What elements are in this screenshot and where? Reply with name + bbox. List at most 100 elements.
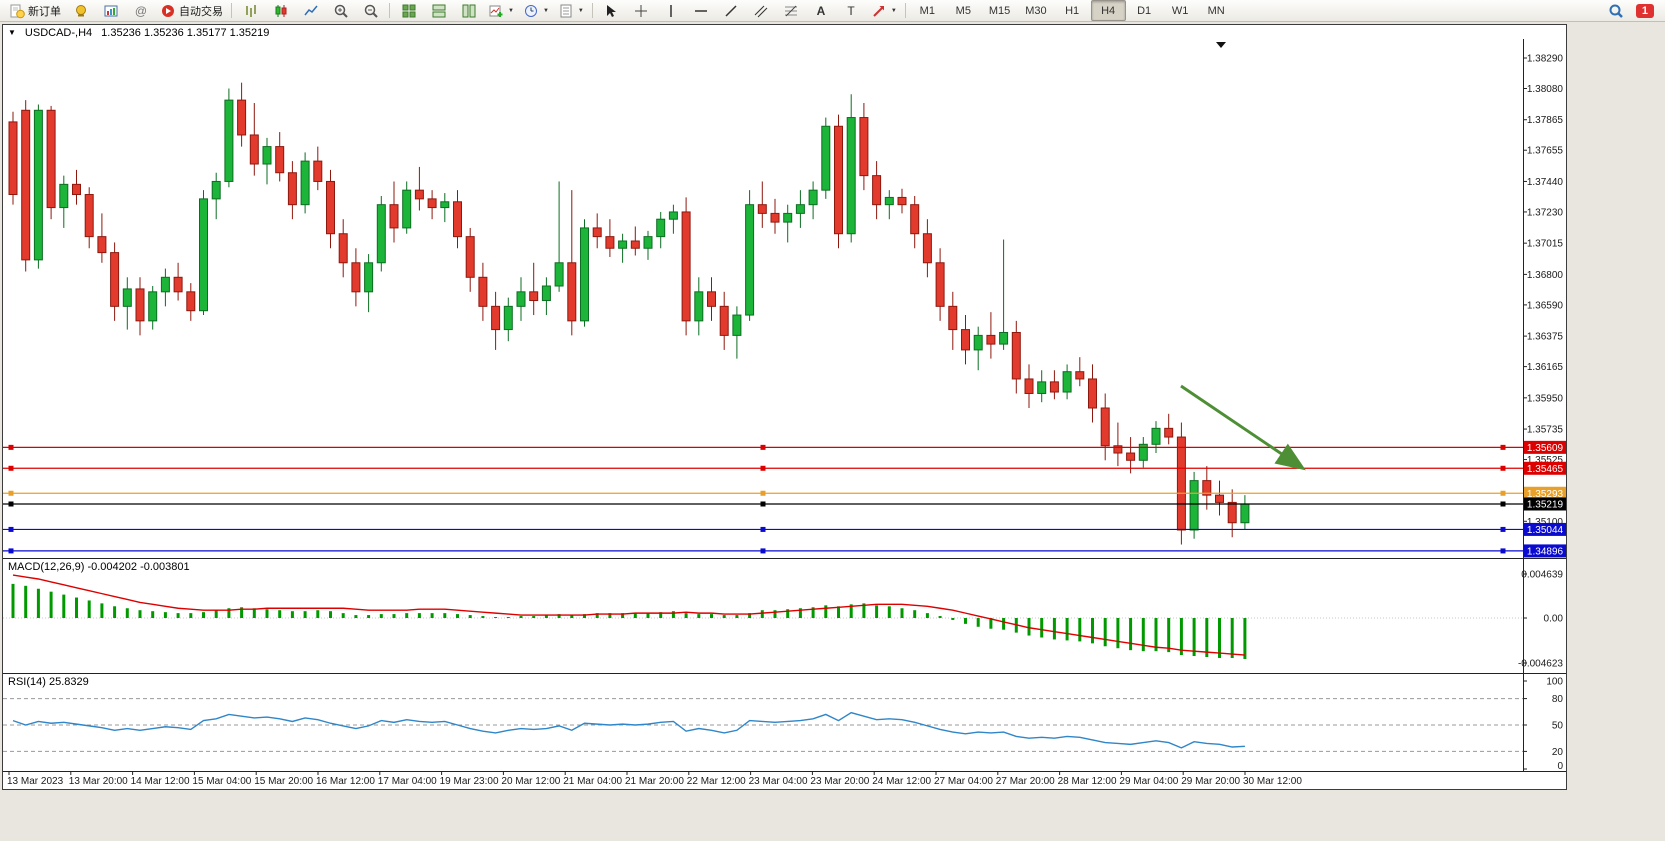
- svg-text:21 Mar 20:00: 21 Mar 20:00: [625, 776, 684, 787]
- horizontal-line-1.35044[interactable]: [3, 526, 1523, 532]
- line-handle[interactable]: [8, 526, 14, 532]
- ohlc-text: 1.35236 1.35236 1.35177 1.35219: [101, 27, 270, 39]
- svg-text:13 Mar 2023: 13 Mar 2023: [7, 776, 64, 787]
- arrange-h-icon: [432, 4, 445, 17]
- notifications-badge[interactable]: 1: [1635, 3, 1654, 18]
- periods-button[interactable]: ▼: [519, 0, 553, 21]
- svg-text:1.35465: 1.35465: [1527, 464, 1564, 475]
- line-handle[interactable]: [1500, 490, 1506, 496]
- text-tool-button[interactable]: A: [807, 0, 836, 21]
- timeframe-m15-button[interactable]: M15: [988, 4, 1011, 17]
- auto-trading-button[interactable]: 自动交易: [156, 0, 227, 21]
- line-chart-button[interactable]: [296, 0, 325, 21]
- line-handle[interactable]: [760, 548, 766, 554]
- timeframe-m1-button[interactable]: M1: [919, 4, 935, 17]
- line-handle[interactable]: [1500, 526, 1506, 532]
- line-handle[interactable]: [1500, 465, 1506, 471]
- line-handle[interactable]: [8, 465, 14, 471]
- svg-text:13 Mar 20:00: 13 Mar 20:00: [69, 776, 128, 787]
- macd-header: MACD(12,26,9) -0.004202 -0.003801: [8, 561, 190, 573]
- horizontal-line-1.35293[interactable]: [3, 490, 1523, 496]
- chart-shift-marker[interactable]: [1216, 42, 1226, 48]
- svg-text:50: 50: [1552, 721, 1564, 732]
- candle-chart-icon: [275, 4, 286, 17]
- svg-text:1.37865: 1.37865: [1527, 115, 1564, 126]
- svg-text:T: T: [848, 4, 856, 18]
- search-button[interactable]: [1602, 0, 1631, 21]
- indicators-button[interactable]: ▼: [484, 0, 518, 21]
- trendline-button[interactable]: [717, 0, 746, 21]
- svg-text:0: 0: [1557, 761, 1563, 772]
- new-order-button[interactable]: 新订单: [5, 0, 65, 21]
- timeframe-w1-button[interactable]: W1: [1171, 4, 1189, 17]
- arrange-horizontal-button[interactable]: [424, 0, 453, 21]
- horizontal-line-button[interactable]: [687, 0, 716, 21]
- horizontal-line-1.35465[interactable]: [3, 465, 1523, 471]
- tile-windows-button[interactable]: [394, 0, 423, 21]
- toolbar-separator: [231, 3, 232, 18]
- auto-trading-icon: [162, 4, 174, 17]
- equidistant-channel-button[interactable]: [747, 0, 776, 21]
- svg-text:22 Mar 12:00: 22 Mar 12:00: [687, 776, 746, 787]
- line-handle[interactable]: [8, 548, 14, 554]
- line-handle[interactable]: [1500, 548, 1506, 554]
- line-handle[interactable]: [760, 465, 766, 471]
- fibonacci-button[interactable]: [777, 0, 806, 21]
- new-chart-button[interactable]: [96, 0, 125, 21]
- line-handle[interactable]: [8, 501, 14, 507]
- svg-text:21 Mar 04:00: 21 Mar 04:00: [563, 776, 622, 787]
- line-handle[interactable]: [760, 526, 766, 532]
- vertical-line-button[interactable]: [657, 0, 686, 21]
- time-axis-labels: 13 Mar 2023 13 Mar 20:00 14 Mar 12:00 15 Ma…: [7, 771, 1302, 787]
- chart-wizard-button[interactable]: [66, 0, 95, 21]
- toolbar-separator: [904, 3, 906, 18]
- line-handle[interactable]: [1500, 501, 1506, 507]
- horizontal-line-1.34896[interactable]: [3, 548, 1523, 554]
- bar-chart-button[interactable]: [236, 0, 265, 21]
- line-handle[interactable]: [760, 490, 766, 496]
- templates-button[interactable]: ▼: [554, 0, 588, 21]
- svg-text:1.35100: 1.35100: [1527, 517, 1564, 528]
- macd-histogram: [11, 583, 1247, 659]
- trend-arrow-object[interactable]: [1180, 384, 1306, 471]
- svg-text:0.00: 0.00: [1544, 614, 1564, 625]
- line-handle[interactable]: [760, 501, 766, 507]
- shapes-button[interactable]: ▼: [867, 0, 901, 21]
- new-order-button-label: 新订单: [28, 5, 61, 18]
- line-handle[interactable]: [8, 444, 14, 450]
- line-handle[interactable]: [760, 444, 766, 450]
- timeframe-m30-button[interactable]: M30: [1025, 4, 1047, 17]
- line-handle[interactable]: [1500, 444, 1506, 450]
- new-chart-icon: [104, 5, 117, 16]
- svg-text:-0.004623: -0.004623: [1518, 659, 1563, 670]
- timeframe-mn-button[interactable]: MN: [1207, 4, 1225, 17]
- svg-text:1.35735: 1.35735: [1527, 425, 1564, 436]
- crosshair-button[interactable]: [627, 0, 656, 21]
- horizontal-line-1.35609[interactable]: [3, 444, 1523, 450]
- toolbar-separator: [389, 3, 390, 18]
- rsi-header: RSI(14) 25.8329: [8, 676, 89, 688]
- svg-text:27 Mar 04:00: 27 Mar 04:00: [934, 776, 993, 787]
- candle-chart-button[interactable]: [266, 0, 295, 21]
- profiles-button[interactable]: @: [126, 0, 155, 21]
- cursor-button[interactable]: [597, 0, 626, 21]
- chart-wizard-icon: [75, 4, 86, 16]
- channel-icon: [755, 5, 768, 17]
- timeframe-m5-button[interactable]: M5: [955, 4, 971, 17]
- dropdown-caret-icon: ▼: [508, 7, 514, 14]
- line-handle[interactable]: [8, 490, 14, 496]
- svg-text:1.35525: 1.35525: [1527, 455, 1564, 466]
- zoom-out-button[interactable]: [356, 0, 385, 21]
- zoom-in-button[interactable]: [326, 0, 355, 21]
- text-label-button[interactable]: T: [837, 0, 866, 21]
- timeframe-h4-button[interactable]: H4: [1090, 0, 1126, 21]
- arrange-vertical-button[interactable]: [454, 0, 483, 21]
- profiles-icon: @: [134, 4, 146, 18]
- chart-canvas[interactable]: 1.38290 1.38080 1.37865 1.37655 1.37440 1.372…: [3, 25, 1566, 789]
- timeframe-d1-button[interactable]: D1: [1137, 4, 1152, 17]
- dropdown-caret-icon: ▼: [542, 7, 549, 14]
- svg-text:20: 20: [1552, 747, 1564, 758]
- timeframe-h1-button[interactable]: H1: [1065, 4, 1080, 17]
- horizontal-line-1.35219[interactable]: [3, 501, 1523, 507]
- one-click-trading-toggle-icon[interactable]: ▼: [8, 28, 16, 37]
